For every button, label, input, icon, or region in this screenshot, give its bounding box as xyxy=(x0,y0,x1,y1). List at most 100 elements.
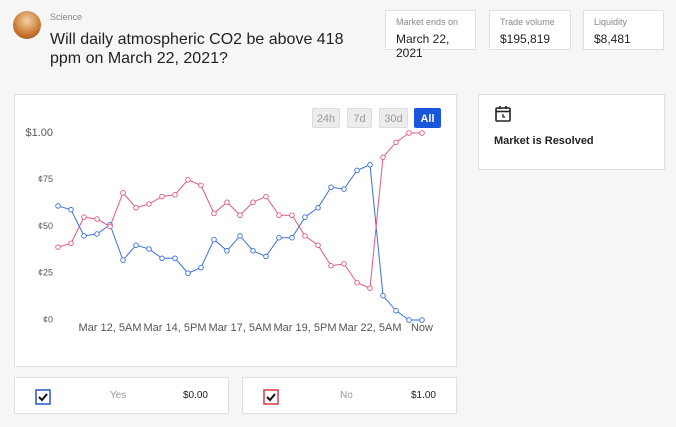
y-tick-label: $1.00 xyxy=(25,127,53,139)
x-tick-label: Mar 22, 5AM xyxy=(339,322,402,334)
checkbox[interactable] xyxy=(263,389,279,405)
point xyxy=(159,255,165,262)
point xyxy=(289,234,295,241)
point xyxy=(315,205,321,211)
point xyxy=(419,317,425,323)
point xyxy=(393,139,399,146)
point xyxy=(276,234,282,241)
point xyxy=(133,242,139,248)
point xyxy=(302,214,308,220)
point xyxy=(81,233,87,239)
point xyxy=(263,253,269,260)
point xyxy=(120,190,126,196)
stat-label: Liquidity xyxy=(594,17,628,27)
y-tick-label: ¢25 xyxy=(38,268,53,278)
point xyxy=(224,248,230,254)
x-tick-label: Mar 14, 5PM xyxy=(144,322,207,334)
x-tick-label: Mar 19, 5PM xyxy=(274,322,337,334)
stat-value: $195,819 xyxy=(500,32,551,46)
stat-value: March 22, 2021 xyxy=(396,32,450,60)
point xyxy=(120,257,126,263)
series-line xyxy=(57,164,422,321)
point xyxy=(198,264,204,271)
point xyxy=(250,248,256,254)
stat-card: Market ends on March 22, 2021 xyxy=(385,10,476,60)
point xyxy=(55,203,61,209)
point xyxy=(419,130,425,136)
point xyxy=(315,242,321,248)
point xyxy=(341,186,347,192)
outcome-name: No xyxy=(340,390,353,401)
checkbox[interactable] xyxy=(35,389,51,405)
point xyxy=(133,205,139,211)
range-button[interactable]: 30d xyxy=(379,108,408,128)
point xyxy=(68,240,74,247)
x-tick-label: Now xyxy=(411,322,433,334)
status-text: Market is Resolved xyxy=(494,135,594,147)
status-card: Market is Resolved xyxy=(478,94,665,170)
range-button[interactable]: 24h xyxy=(312,108,340,128)
point xyxy=(250,199,256,205)
point xyxy=(354,279,360,286)
point xyxy=(328,184,334,190)
point xyxy=(146,246,152,252)
point xyxy=(328,263,334,269)
point xyxy=(198,182,204,189)
series-line xyxy=(57,132,422,289)
outcome-yes[interactable]: Yes $0.00 xyxy=(14,377,229,414)
point xyxy=(263,193,269,200)
point xyxy=(68,206,74,213)
outcome-name: Yes xyxy=(110,390,127,401)
point xyxy=(380,154,386,161)
point xyxy=(289,212,295,219)
range-button[interactable]: 7d xyxy=(347,108,372,128)
point xyxy=(406,317,412,323)
point xyxy=(55,244,61,250)
point xyxy=(367,285,373,291)
point xyxy=(380,292,386,299)
point xyxy=(172,191,178,198)
point xyxy=(94,216,100,222)
x-tick-label: Mar 12, 5AM xyxy=(79,322,142,334)
point xyxy=(94,231,100,237)
stat-card: Liquidity $8,481 xyxy=(583,10,664,50)
stat-label: Trade volume xyxy=(500,17,555,27)
point xyxy=(237,212,243,219)
point xyxy=(393,307,399,314)
stat-label: Market ends on xyxy=(396,17,459,27)
outcome-price: $1.00 xyxy=(410,390,436,401)
point xyxy=(276,212,282,219)
calendar-icon xyxy=(495,106,511,122)
range-button[interactable]: All xyxy=(414,108,441,128)
point xyxy=(341,261,347,267)
point xyxy=(159,193,165,200)
x-tick-label: Mar 17, 5AM xyxy=(209,322,272,334)
outcome-price: $0.00 xyxy=(182,390,208,401)
y-tick-label: ¢75 xyxy=(38,174,53,184)
point xyxy=(146,201,152,207)
point xyxy=(172,255,178,262)
stat-card: Trade volume $195,819 xyxy=(489,10,571,50)
point xyxy=(367,162,373,168)
point xyxy=(185,176,191,183)
point xyxy=(185,270,191,276)
point xyxy=(211,210,217,217)
y-tick-label: ¢0 xyxy=(43,314,53,324)
point xyxy=(107,223,113,230)
y-tick-label: ¢50 xyxy=(38,221,53,231)
stat-value: $8,481 xyxy=(594,32,631,46)
avatar xyxy=(13,11,41,39)
outcome-no[interactable]: No $1.00 xyxy=(242,377,457,414)
point xyxy=(211,236,217,243)
point xyxy=(224,199,230,205)
point xyxy=(406,130,412,136)
point xyxy=(354,167,360,174)
point xyxy=(237,233,243,239)
point xyxy=(81,214,87,220)
point xyxy=(302,233,308,239)
chart-card xyxy=(14,94,457,367)
category: Science xyxy=(50,12,83,22)
market-title: Will daily atmospheric CO2 be above 418 … xyxy=(50,31,344,67)
